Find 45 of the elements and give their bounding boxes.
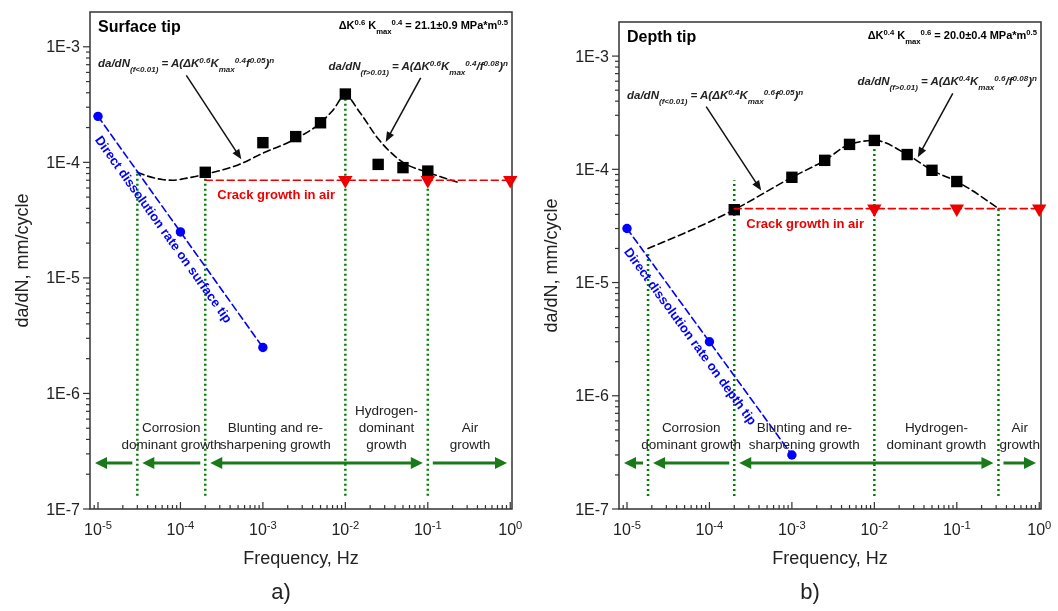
text: da/dN$_{(f>0.01)}$ = A(ΔK$^{0.4}$K$_{max}$$^{0.6}$/f$^{0.08}$)$^{n}$ (857, 73, 1037, 92)
text: da/dN$_{(f<0.01)}$ = A(ΔK$^{0.6}$K$_{max}$$^{0.4}$f$^{0.05}$)$^{n}$ (98, 55, 275, 74)
chart-title: Surface tip (98, 18, 181, 35)
series-label: Crack growth in air (746, 215, 865, 231)
x-tick-label: 10$^{-2}$ (860, 519, 889, 538)
annotation: Hydrogen- dominant growth (355, 403, 419, 452)
x-tick-label: 10$^{-3}$ (249, 519, 277, 538)
y-tick-label: 1E-5 (46, 269, 81, 287)
x-tick-label: 10$^{-2}$ (331, 519, 360, 538)
y-tick-label: 1E-3 (46, 38, 81, 56)
annotation: Air growth (999, 420, 1040, 452)
annotation: Corrosion dominant growth (121, 420, 222, 452)
x-tick-label: 10$^{-5}$ (613, 519, 641, 538)
series-label: Crack growth in air (217, 187, 336, 203)
x-tick-label: 10$^{-4}$ (695, 519, 724, 538)
x-tick-label: 10$^{-4}$ (166, 519, 195, 538)
annotation: Corrosion dominant growth (641, 420, 742, 452)
x-tick-label: 10$^{-1}$ (942, 519, 971, 538)
annotation: Air growth (449, 420, 491, 452)
annotation: ΔK$^{0.4}$ K$_{max}$$^{0.6}$ = 20.0±0.4 MPa*m$^{0.5}$ (867, 27, 1038, 46)
text: da/dN$_{(f>0.01)}$ = A(ΔK$^{0.6}$K$_{max}$$^{0.4}$/f$^{0.08}$)$^{n}$ (328, 58, 508, 77)
y-tick-label: 1E-6 (46, 385, 81, 403)
x-tick-label: 10$^{-3}$ (778, 519, 806, 538)
y-tick-label: 1E-5 (575, 274, 610, 292)
x-tick-label: 10$^{0}$ (1027, 519, 1052, 538)
text: da/dN$_{(f<0.01)}$ = A(ΔK$^{0.4}$K$_{max}$$^{0.6}$f$^{0.05}$)$^{n}$ (627, 87, 804, 106)
annotation: ΔK$^{0.6}$ K$_{max}$$^{0.4}$ = 21.1±0.9 MPa*m$^{0.5}$ (338, 17, 509, 36)
y-tick-label: 1E-3 (575, 47, 610, 65)
x-axis-title: Frequency, Hz (243, 548, 359, 568)
annotation: Blunting and re- sharpening growth (219, 420, 331, 452)
y-tick-label: 1E-4 (46, 153, 81, 171)
x-tick-label: 10$^{-5}$ (84, 519, 112, 538)
x-tick-label: 10$^{0}$ (498, 519, 523, 538)
text: a) (271, 579, 291, 604)
y-tick-label: 1E-4 (575, 160, 610, 178)
y-tick-label: 1E-6 (575, 387, 610, 405)
text: b) (800, 579, 820, 604)
y-tick-label: 1E-7 (46, 500, 81, 518)
y-axis-title: da/dN, mm/cycle (541, 198, 561, 333)
x-tick-label: 10$^{-1}$ (413, 519, 442, 538)
y-tick-label: 1E-7 (575, 500, 610, 518)
annotation: Hydrogen- dominant growth (886, 420, 987, 452)
chart-title: Depth tip (627, 28, 697, 45)
y-axis-title: da/dN, mm/cycle (12, 193, 32, 328)
x-axis-title: Frequency, Hz (772, 548, 888, 568)
